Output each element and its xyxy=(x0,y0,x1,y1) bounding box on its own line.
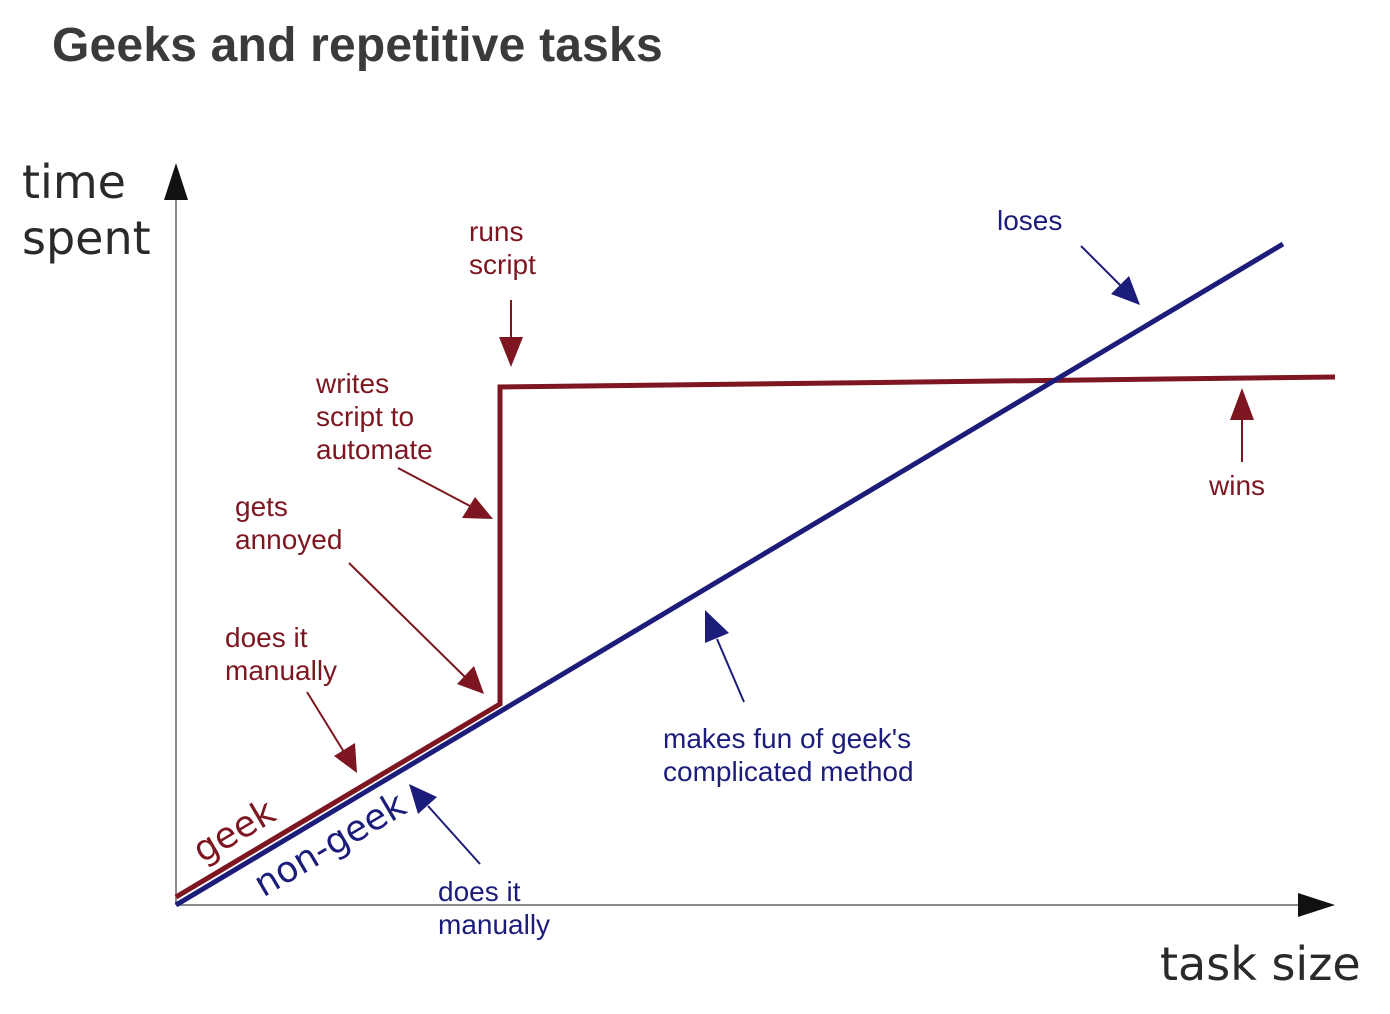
gets-annoyed-arrow xyxy=(348,562,484,694)
gets-annoyed-line2: annoyed xyxy=(235,524,343,555)
writes-script-line1: writes xyxy=(316,368,390,399)
makes-fun-line1: makes fun of geek's xyxy=(663,723,912,754)
gets-annoyed-annotation: gets annoyed xyxy=(235,490,342,556)
writes-script-line2: script to xyxy=(316,401,415,432)
writes-script-arrow xyxy=(397,467,493,519)
y-axis-arrowhead xyxy=(164,163,188,200)
loses-annotation: loses xyxy=(997,205,1063,236)
geek-manual-line1: does it xyxy=(225,622,308,653)
nongeek-manual-line2: manually xyxy=(438,909,551,940)
geek-manual-arrow xyxy=(306,691,357,773)
diagram-title: Geeks and repetitive tasks xyxy=(52,19,663,72)
loses-arrow xyxy=(1080,245,1140,305)
nongeek-manual-arrow xyxy=(409,784,481,865)
wins-annotation: wins xyxy=(1209,470,1266,501)
makes-fun-annotation: makes fun of geek's complicated method xyxy=(663,722,914,788)
runs-script-annotation: runs script xyxy=(469,215,536,281)
runs-script-line1: runs xyxy=(469,216,524,247)
geek-manual-annotation: does it manually xyxy=(225,621,337,687)
nongeek-manual-annotation: does it manually xyxy=(438,875,550,941)
gets-annoyed-line1: gets xyxy=(235,491,288,522)
writes-script-line3: automate xyxy=(316,434,433,465)
geek-line xyxy=(174,374,1336,900)
y-axis-label: time spent xyxy=(22,154,151,266)
makes-fun-line2: complicated method xyxy=(663,756,914,787)
wins-arrow xyxy=(1230,388,1254,462)
makes-fun-arrow xyxy=(705,610,745,703)
nongeek-manual-line1: does it xyxy=(438,876,521,907)
y-axis-label-line1: time xyxy=(22,155,126,209)
runs-script-line2: script xyxy=(469,249,536,280)
runs-script-arrow xyxy=(499,300,523,367)
writes-script-annotation: writes script to automate xyxy=(316,367,433,466)
geek-manual-line2: manually xyxy=(225,655,338,686)
y-axis-label-line2: spent xyxy=(22,211,151,265)
x-axis-label: task size xyxy=(1160,937,1361,991)
nongeek-line xyxy=(174,241,1285,908)
x-axis-arrowhead xyxy=(1298,893,1335,917)
